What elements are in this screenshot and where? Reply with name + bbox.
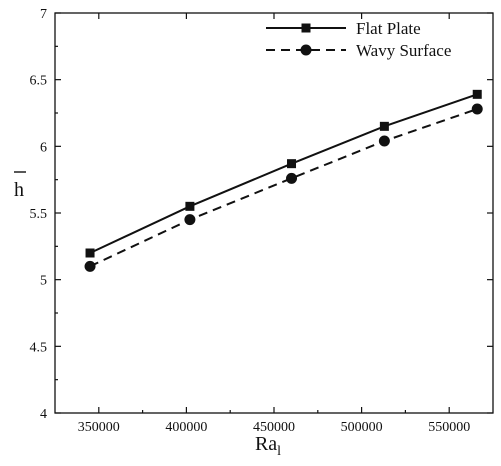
data-point xyxy=(184,214,196,226)
legend-marker xyxy=(301,23,311,33)
y-tick-label: 5.5 xyxy=(30,207,48,222)
data-point xyxy=(287,159,297,169)
data-point xyxy=(185,201,195,211)
legend-label-1: Flat Plate xyxy=(356,19,421,38)
data-point xyxy=(472,89,482,99)
data-point xyxy=(85,248,95,258)
x-axis-label: Ral xyxy=(255,433,281,459)
x-axis-label-main: Ra xyxy=(255,433,277,455)
series-layer xyxy=(84,89,483,272)
y-tick-label: 4.5 xyxy=(30,340,48,355)
y-tick-label: 4 xyxy=(40,407,47,422)
axis-ticks: 350000 400000 450000 500000 550000 4 4.5 5 5.5 6 6… xyxy=(30,7,493,435)
plot-frame xyxy=(54,12,494,414)
x-axis-label-subscript: l xyxy=(277,444,281,459)
x-tick-label: 350000 xyxy=(78,420,120,435)
data-point xyxy=(379,121,389,131)
y-tick-label: 7 xyxy=(40,7,47,22)
data-point xyxy=(378,135,390,147)
data-point xyxy=(84,260,96,272)
legend-marker xyxy=(300,44,312,56)
x-tick-label: 500000 xyxy=(341,420,383,435)
y-axis-label: h xyxy=(14,171,26,201)
x-tick-label: 550000 xyxy=(428,420,470,435)
series-line-1 xyxy=(89,93,478,254)
x-tick-label: 400000 xyxy=(165,420,207,435)
y-axis-label-text: h xyxy=(14,179,24,201)
data-point xyxy=(471,103,483,115)
y-tick-label: 6.5 xyxy=(30,74,48,89)
y-tick-label: 6 xyxy=(40,140,47,155)
legend-label-2: Wavy Surface xyxy=(356,41,451,60)
legend: Flat Plate Wavy Surface xyxy=(266,19,451,60)
data-point xyxy=(286,172,298,184)
x-tick-label: 450000 xyxy=(253,420,295,435)
series-line-2 xyxy=(89,108,478,268)
y-tick-label: 5 xyxy=(40,274,47,289)
